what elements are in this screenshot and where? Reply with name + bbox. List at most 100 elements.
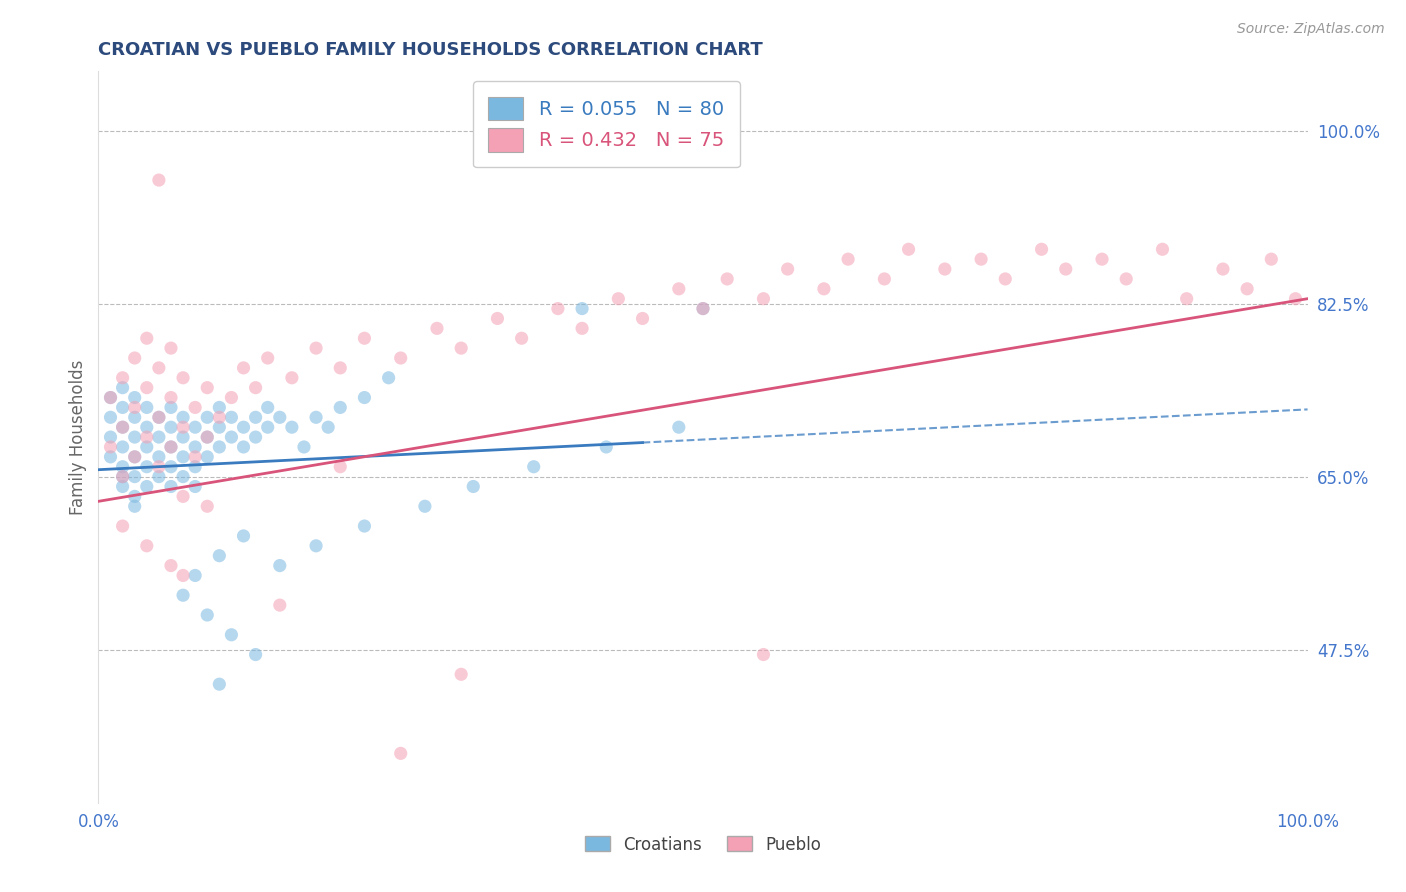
Point (111, 469, 134, 483)
Point (184, 401, 207, 415)
Point (111, 519, 134, 533)
Point (100, 440, 122, 454)
Point (160, 459, 183, 474)
Point (208, 440, 231, 454)
Point (195, 430, 218, 444)
Point (124, 450, 146, 464)
Point (195, 607, 218, 622)
Point (353, 519, 375, 533)
Point (426, 321, 449, 335)
Point (148, 410, 170, 425)
Point (450, 667, 472, 681)
Point (389, 747, 412, 761)
Point (195, 500, 218, 514)
Point (269, 410, 291, 425)
Point (994, 272, 1017, 286)
Point (450, 341, 472, 355)
Point (160, 558, 183, 573)
Point (124, 410, 146, 425)
Point (184, 459, 207, 474)
Point (160, 440, 183, 454)
Point (463, 479, 485, 493)
Point (1054, 262, 1077, 277)
Point (873, 272, 896, 286)
Point (377, 371, 399, 385)
Point (111, 371, 134, 385)
Point (329, 360, 352, 375)
Point (256, 351, 278, 365)
Point (305, 341, 328, 355)
Point (148, 450, 170, 464)
Point (208, 549, 231, 563)
Point (111, 440, 134, 454)
Point (510, 331, 533, 345)
Text: CROATIAN VS PUEBLO FAMILY HOUSEHOLDS CORRELATION CHART: CROATIAN VS PUEBLO FAMILY HOUSEHOLDS COR… (98, 41, 763, 59)
Point (195, 410, 218, 425)
Point (571, 301, 593, 316)
Point (148, 459, 170, 474)
Point (172, 489, 194, 503)
Point (148, 410, 170, 425)
Point (111, 459, 134, 474)
Point (124, 401, 146, 415)
Point (232, 360, 254, 375)
Point (389, 351, 412, 365)
Point (148, 360, 170, 375)
Point (195, 450, 218, 464)
Point (160, 391, 183, 405)
Point (245, 430, 267, 444)
Point (837, 252, 859, 267)
Point (135, 459, 157, 474)
Point (160, 401, 183, 415)
Point (269, 598, 291, 612)
Point (353, 391, 375, 405)
Point (184, 420, 207, 434)
Point (111, 401, 134, 415)
Point (523, 459, 546, 474)
Point (148, 469, 170, 483)
Point (124, 430, 146, 444)
Point (100, 450, 122, 464)
Point (208, 401, 231, 415)
Point (172, 450, 194, 464)
Point (208, 410, 231, 425)
Point (195, 430, 218, 444)
Point (221, 628, 243, 642)
Point (631, 311, 654, 326)
Point (221, 410, 243, 425)
Point (571, 321, 593, 335)
Point (172, 469, 194, 483)
Point (135, 440, 157, 454)
Point (1236, 282, 1258, 296)
Point (305, 410, 328, 425)
Point (100, 391, 122, 405)
Point (160, 420, 183, 434)
Point (353, 331, 375, 345)
Point (111, 469, 134, 483)
Point (256, 420, 278, 434)
Point (232, 420, 254, 434)
Point (668, 282, 690, 296)
Point (135, 539, 157, 553)
Point (232, 529, 254, 543)
Point (486, 311, 509, 326)
Point (195, 381, 218, 395)
Point (692, 301, 714, 316)
Point (124, 469, 146, 483)
Point (172, 420, 194, 434)
Point (413, 500, 436, 514)
Point (135, 420, 157, 434)
Point (281, 420, 304, 434)
Point (184, 479, 207, 493)
Point (208, 420, 231, 434)
Point (172, 568, 194, 582)
Point (607, 292, 630, 306)
Point (208, 677, 231, 691)
Point (135, 381, 157, 395)
Point (221, 430, 243, 444)
Point (135, 401, 157, 415)
Text: Source: ZipAtlas.com: Source: ZipAtlas.com (1237, 22, 1385, 37)
Point (221, 391, 243, 405)
Point (135, 430, 157, 444)
Point (172, 410, 194, 425)
